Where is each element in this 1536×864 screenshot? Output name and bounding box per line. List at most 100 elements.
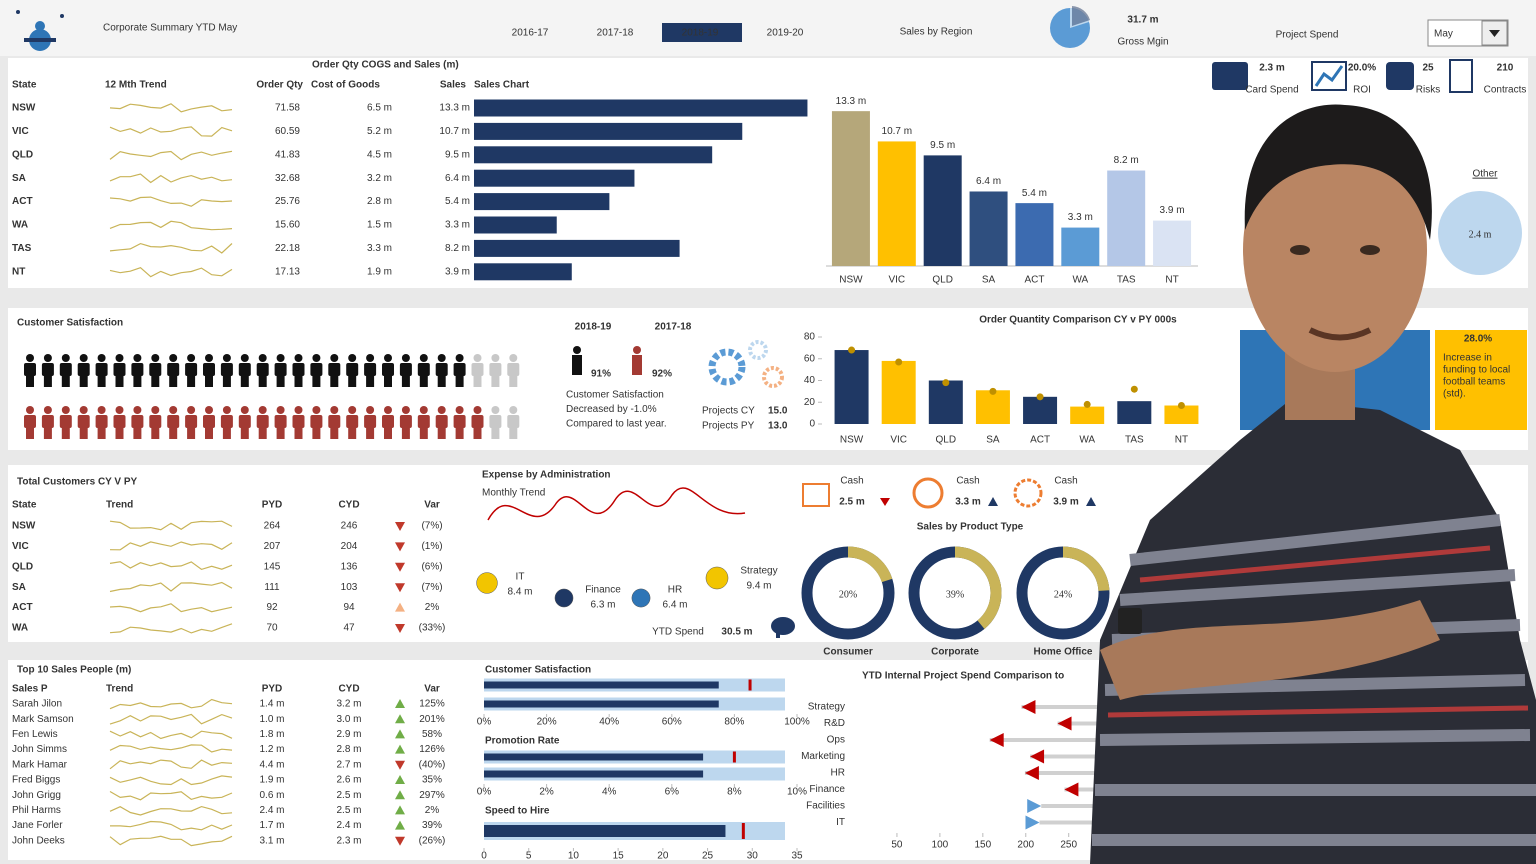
x-tick-label: TAS xyxy=(1117,275,1136,286)
data-label: 8.2 m xyxy=(1114,155,1139,166)
person-icon xyxy=(169,375,178,387)
table-cell: 9.5 m xyxy=(445,149,470,160)
person-icon xyxy=(26,427,34,439)
x-tick-label: NT xyxy=(1165,275,1178,286)
column-header: 12 Mth Trend xyxy=(105,80,167,91)
column-header: Trend xyxy=(106,500,133,511)
person-icon xyxy=(294,354,303,362)
person-icon xyxy=(294,375,303,387)
person-icon xyxy=(205,406,213,414)
table-cell: (33%) xyxy=(419,623,446,634)
data-label: 3.9 m xyxy=(1160,205,1185,216)
sparkline xyxy=(109,103,233,113)
table-cell: 39% xyxy=(422,820,442,831)
donation-text: funding to local xyxy=(1443,365,1510,376)
donut-category: Home Office xyxy=(1034,647,1093,658)
person-icon xyxy=(131,415,144,428)
person-icon xyxy=(167,415,180,428)
x-tick-label: WA xyxy=(1079,435,1095,446)
person-icon xyxy=(77,363,90,376)
logo xyxy=(16,10,64,51)
bar xyxy=(1164,405,1199,424)
year-label: 2017-18 xyxy=(655,322,692,333)
year-tab[interactable]: 2016-17 xyxy=(512,28,549,39)
table-cell: 264 xyxy=(264,521,281,532)
person-icon xyxy=(220,415,233,428)
table-cell: 25.76 xyxy=(275,196,300,207)
person-icon xyxy=(169,427,178,439)
donut-category: Corporate xyxy=(931,647,979,658)
year-tab[interactable]: 2019-20 xyxy=(767,28,804,39)
content: 2016-17 2017-18 2018-19 2019-20 2.3 m Card Sp… xyxy=(12,23,1526,864)
kpi-value: 25 xyxy=(1422,63,1434,74)
data-label: 3.3 m xyxy=(1068,212,1093,223)
x-tick-label: 50 xyxy=(891,840,903,851)
person-icon xyxy=(330,354,339,362)
data-label: 9.5 m xyxy=(930,140,955,151)
table-cell: 94 xyxy=(343,602,355,613)
cash-label: Cash xyxy=(840,476,863,487)
x-tick-label: 6% xyxy=(665,787,680,798)
person-icon xyxy=(79,375,88,387)
table-cell: 4.4 m xyxy=(259,759,284,770)
person-icon xyxy=(509,427,518,439)
bar xyxy=(881,360,916,424)
year-tab[interactable]: 2017-18 xyxy=(597,28,634,39)
table-cell: 3.2 m xyxy=(336,699,361,710)
table-cell: 5.2 m xyxy=(367,126,392,137)
bar xyxy=(1061,227,1100,266)
cash-value: 3.3 m xyxy=(955,497,981,508)
bullet-target xyxy=(748,679,752,691)
row-label: ACT xyxy=(12,602,33,613)
person-icon xyxy=(437,354,446,362)
table-cell: (26%) xyxy=(419,835,446,846)
table-cell: 2.6 m xyxy=(336,775,361,786)
person-icon xyxy=(384,427,392,439)
pictogram-row xyxy=(24,354,520,387)
pie-icon xyxy=(1050,6,1090,48)
sparkline xyxy=(109,698,233,710)
donation-text: football teams xyxy=(1443,377,1505,388)
person-icon xyxy=(240,427,249,439)
table-cell: 1.9 m xyxy=(367,266,392,277)
table-cell: 60.59 xyxy=(275,126,300,137)
table-cell: 5.4 m xyxy=(445,196,470,207)
person-icon xyxy=(151,406,160,414)
kpi-value: 20.0% xyxy=(1348,63,1376,74)
x-tick-label: 35 xyxy=(791,851,803,862)
year-tab-active[interactable] xyxy=(662,23,742,42)
person-icon xyxy=(507,363,520,376)
x-tick-label: 20% xyxy=(537,717,557,728)
person-icon xyxy=(473,427,482,439)
table-cell: 4.5 m xyxy=(367,149,392,160)
note-text: Decreased by -1.0% xyxy=(566,404,657,415)
month-dropdown[interactable]: May xyxy=(1427,19,1509,47)
sparkline xyxy=(109,603,233,613)
arrow-marker xyxy=(989,733,1004,747)
person-icon xyxy=(384,354,392,362)
row-label: Phil Harms xyxy=(12,805,61,816)
sparkline xyxy=(109,744,233,753)
dashboard-title: Corporate Summary YTD May xyxy=(103,23,237,34)
person-icon xyxy=(79,406,88,414)
y-tick-label: 20 xyxy=(804,397,816,408)
x-tick-label: 150 xyxy=(974,840,991,851)
person-icon xyxy=(419,427,428,439)
x-tick-label: 25 xyxy=(702,851,714,862)
bullet-target xyxy=(741,823,745,839)
person-icon xyxy=(346,363,359,376)
person-icon xyxy=(113,363,126,376)
person-icon xyxy=(256,415,269,428)
person-icon xyxy=(437,427,446,439)
x-tick-label: 0% xyxy=(477,787,492,798)
table-cell: 2.5 m xyxy=(336,805,361,816)
kpi-label: ROI xyxy=(1353,85,1371,96)
person-icon xyxy=(185,415,198,428)
person-icon xyxy=(455,406,464,414)
dropdown-value: May xyxy=(1434,29,1453,40)
person-icon xyxy=(453,415,466,428)
person-icon xyxy=(471,415,484,428)
cash-label: Cash xyxy=(956,476,979,487)
year-tab[interactable]: 2018-19 xyxy=(682,28,719,39)
row-label: NSW xyxy=(12,521,36,532)
